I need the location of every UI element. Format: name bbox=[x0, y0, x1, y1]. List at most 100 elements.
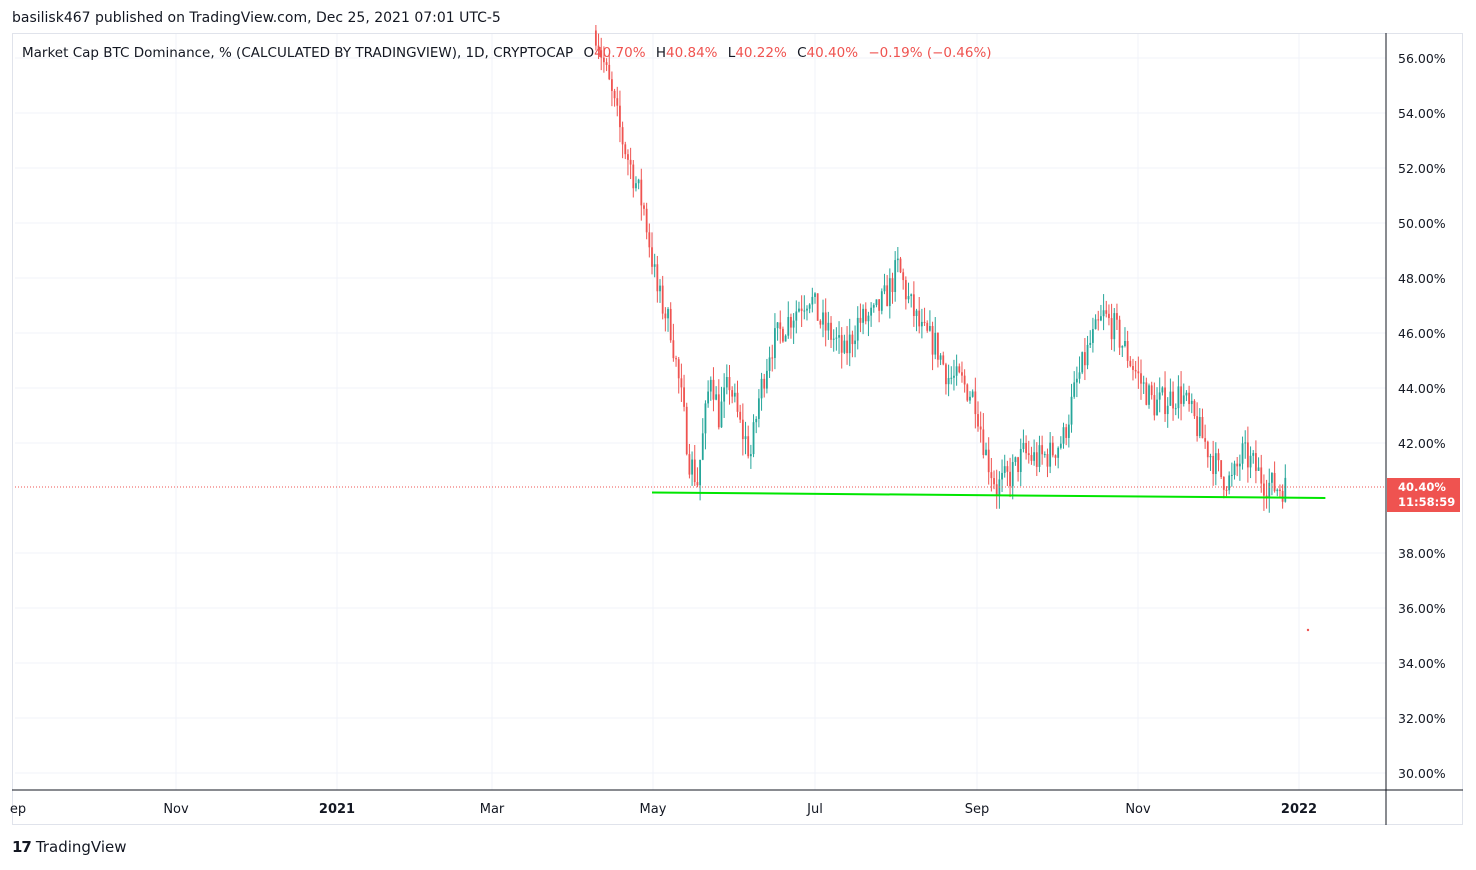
candle-body bbox=[856, 317, 859, 341]
candle-body bbox=[653, 264, 656, 267]
y-tick-label: 30.00% bbox=[1398, 766, 1446, 781]
candle-body bbox=[915, 310, 918, 317]
candle-body bbox=[811, 296, 814, 305]
candle-body bbox=[1046, 454, 1049, 467]
candle-body bbox=[961, 372, 963, 376]
candle-body bbox=[608, 64, 611, 80]
candle-body bbox=[1051, 442, 1054, 456]
candle-body bbox=[934, 332, 937, 355]
candle-body bbox=[611, 79, 613, 91]
candle-body bbox=[1014, 457, 1017, 463]
candle-body bbox=[677, 359, 680, 379]
candle-body bbox=[1108, 313, 1110, 319]
candle-body bbox=[731, 390, 734, 397]
tradingview-logo[interactable]: 17 TradingView bbox=[12, 838, 127, 856]
candle-body bbox=[1281, 490, 1284, 502]
candle-body bbox=[891, 278, 894, 293]
candle-body bbox=[800, 308, 803, 311]
candle-body bbox=[1196, 416, 1199, 437]
stray-marker bbox=[1306, 628, 1310, 632]
x-tick-label: Nov bbox=[1125, 802, 1151, 817]
candle-body bbox=[755, 418, 758, 423]
symbol-legend[interactable]: Market Cap BTC Dominance, % (CALCULATED … bbox=[22, 45, 992, 61]
candle-body bbox=[782, 328, 784, 342]
candle-body bbox=[995, 484, 998, 495]
legend-open-label: O bbox=[583, 45, 595, 61]
candle-body bbox=[619, 105, 621, 128]
candle-body bbox=[774, 328, 776, 358]
candle-body bbox=[693, 459, 696, 483]
candle-body bbox=[1271, 473, 1273, 483]
candle-body bbox=[1009, 471, 1011, 487]
candle-body bbox=[982, 429, 985, 456]
candle-body bbox=[685, 406, 688, 455]
candle-body bbox=[888, 278, 891, 307]
candle-body bbox=[1244, 442, 1247, 444]
candle-body bbox=[763, 378, 766, 389]
candle-body bbox=[806, 308, 808, 311]
candle-body bbox=[1116, 313, 1118, 320]
candle-body bbox=[645, 208, 648, 233]
candle-body bbox=[1092, 329, 1094, 343]
candle-body bbox=[1257, 467, 1260, 471]
candle-body bbox=[1019, 448, 1022, 473]
grid-lines bbox=[15, 34, 1386, 790]
candle-body bbox=[1033, 452, 1036, 461]
candle-body bbox=[1086, 344, 1089, 366]
candle-body bbox=[771, 357, 774, 359]
x-tick-label: Jul bbox=[806, 802, 823, 817]
candle-body bbox=[701, 433, 704, 460]
candle-body bbox=[824, 312, 827, 331]
candle-body bbox=[712, 379, 715, 400]
candle-body bbox=[808, 304, 811, 309]
candle-body bbox=[594, 30, 597, 46]
candle-body bbox=[1011, 462, 1014, 487]
candle-body bbox=[990, 472, 993, 479]
candle-body bbox=[621, 127, 624, 145]
candle-body bbox=[1174, 408, 1177, 410]
candle-body bbox=[1246, 442, 1249, 468]
candle-body bbox=[1137, 371, 1140, 374]
candle-body bbox=[910, 294, 913, 297]
candle-body bbox=[1198, 417, 1201, 437]
candle-body bbox=[945, 364, 947, 385]
candle-body bbox=[709, 379, 712, 392]
y-tick-label: 54.00% bbox=[1398, 106, 1446, 121]
candle-body bbox=[896, 258, 899, 261]
y-tick-label: 44.00% bbox=[1398, 381, 1446, 396]
candle-body bbox=[632, 164, 635, 189]
legend-close-label: C bbox=[797, 45, 807, 61]
candle-body bbox=[720, 401, 723, 428]
candle-body bbox=[1233, 463, 1236, 475]
candle-body bbox=[651, 247, 653, 267]
candle-body bbox=[1118, 319, 1121, 348]
y-tick-label: 34.00% bbox=[1398, 656, 1446, 671]
candle-body bbox=[1081, 352, 1084, 373]
x-tick-label: ep bbox=[10, 802, 26, 817]
candle-body bbox=[1252, 453, 1255, 456]
candle-body bbox=[691, 459, 693, 475]
candle-body bbox=[899, 258, 902, 273]
candle-body bbox=[659, 285, 661, 292]
candle-body bbox=[835, 337, 838, 339]
candle-body bbox=[1129, 360, 1132, 367]
legend-high-label: H bbox=[655, 45, 667, 61]
candle-body bbox=[878, 299, 881, 311]
candle-body bbox=[1145, 382, 1148, 405]
candle-body bbox=[1121, 346, 1124, 348]
candle-body bbox=[1209, 455, 1212, 458]
candle-body bbox=[1188, 392, 1190, 405]
candle-body bbox=[664, 313, 667, 319]
candle-body bbox=[1279, 489, 1281, 491]
candle-body bbox=[1035, 452, 1038, 467]
candle-body bbox=[1153, 395, 1156, 416]
legend-change: −0.19% (−0.46%) bbox=[868, 45, 992, 61]
candle-body bbox=[1220, 460, 1223, 478]
candle-body bbox=[779, 322, 782, 329]
candle-body bbox=[629, 159, 632, 165]
candle-body bbox=[1204, 438, 1207, 442]
candle-body bbox=[704, 403, 707, 434]
candle-body bbox=[723, 387, 726, 402]
candle-body bbox=[840, 335, 843, 353]
